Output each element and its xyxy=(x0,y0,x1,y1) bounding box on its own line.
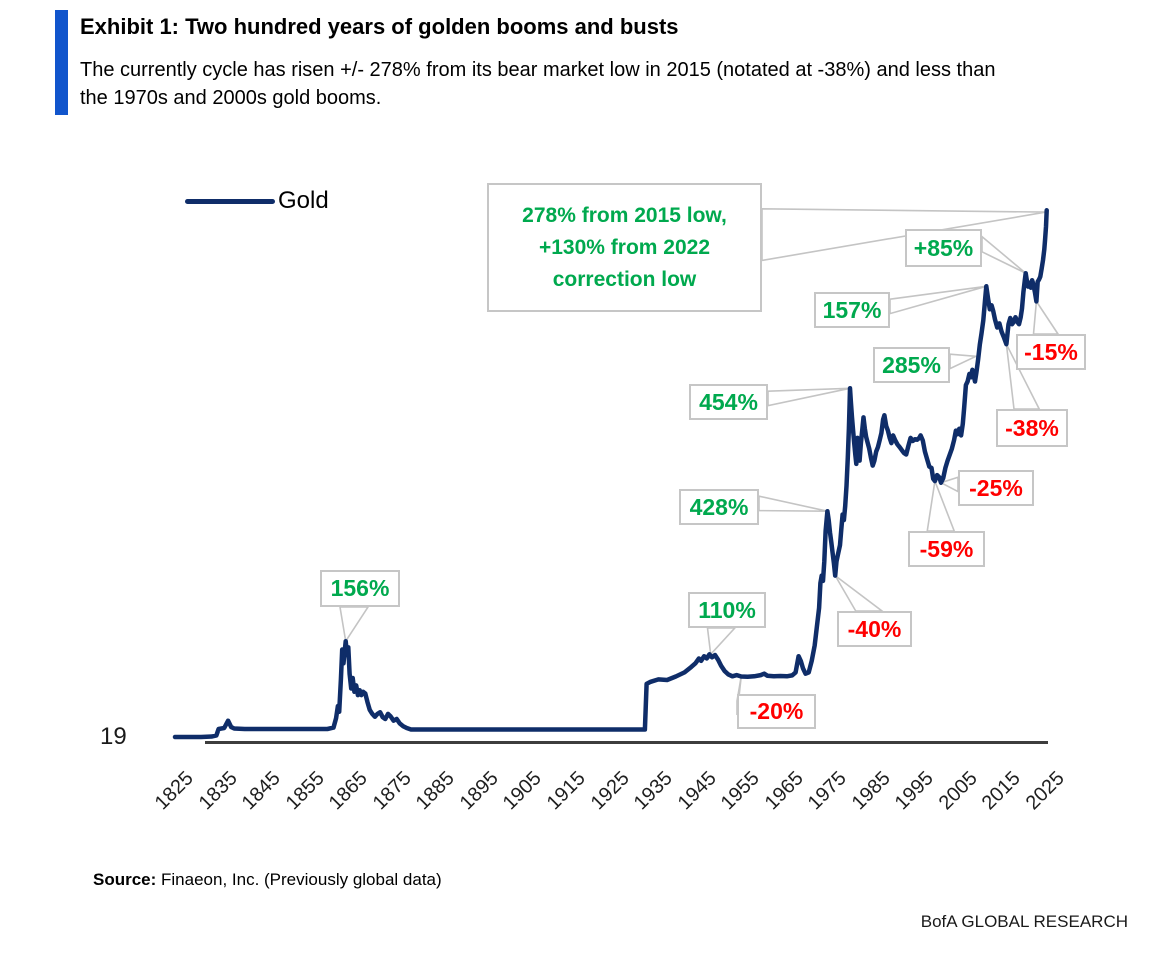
y-axis-base-label: 19 xyxy=(100,723,127,750)
callout-pointer--59% xyxy=(926,478,956,532)
callout-pointer-454% xyxy=(767,387,851,407)
annotation-428%: 428% xyxy=(679,489,759,525)
callout-pointer-428% xyxy=(758,495,828,512)
annotation-text: 454% xyxy=(699,388,758,415)
callout-pointer-+85% xyxy=(981,234,1027,274)
annotation-157%: 157% xyxy=(814,292,890,328)
subtitle-line-1: The currently cycle has risen +/- 278% f… xyxy=(80,59,996,81)
main-callout-box: 278% from 2015 low, +130% from 2022 correc… xyxy=(487,183,762,312)
annotation-text: 285% xyxy=(882,351,941,378)
annotation-text: -40% xyxy=(847,615,902,642)
annotation-text: 110% xyxy=(698,596,756,623)
annotation-156%: 156% xyxy=(320,570,400,607)
source-label: Source: xyxy=(93,870,157,889)
legend-line-swatch xyxy=(185,198,275,204)
callout-pointer-285% xyxy=(949,353,979,370)
exhibit-title: Exhibit 1: Two hundred years of golden b… xyxy=(80,14,679,39)
annotation-text: 278% from 2015 low, xyxy=(522,203,727,227)
annotation-text: -25% xyxy=(969,474,1023,501)
callout-pointer-main xyxy=(761,207,1046,262)
annotation-+85%: +85% xyxy=(905,229,982,267)
brand-footer: BofA GLOBAL RESEARCH xyxy=(920,912,1128,931)
annotation-text: -20% xyxy=(749,698,804,724)
gold-price-line xyxy=(172,208,1049,740)
annotation-text: -59% xyxy=(919,535,974,562)
annotation-454%: 454% xyxy=(689,384,768,420)
callout-pointers xyxy=(339,207,1060,716)
source-line: Source: Finaeon, Inc. (Previously global… xyxy=(93,870,442,890)
annotation--15%: -15% xyxy=(1016,334,1086,370)
annotation-text: 428% xyxy=(689,493,749,520)
source-text: Finaeon, Inc. (Previously global data) xyxy=(156,870,442,889)
annotation-text: correction low xyxy=(552,267,697,291)
annotation-110%: 110% xyxy=(688,592,766,628)
annotation--59%: -59% xyxy=(908,531,985,567)
annotation-text: 156% xyxy=(330,575,390,601)
annotation--38%: -38% xyxy=(996,409,1068,447)
annotation-text: -38% xyxy=(1005,414,1059,441)
callout-pointer-110% xyxy=(706,627,737,657)
annotation-text: +85% xyxy=(913,234,974,261)
legend: Gold xyxy=(185,186,329,216)
legend-label: Gold xyxy=(278,187,329,214)
annotation-text: -15% xyxy=(1024,338,1078,365)
callout-pointer-156% xyxy=(339,606,370,644)
annotation-text: 157% xyxy=(822,296,882,323)
callout-pointer-157% xyxy=(889,285,987,315)
annotation-text: +130% from 2022 xyxy=(538,235,711,259)
accent-bar xyxy=(55,10,68,115)
annotation--40%: -40% xyxy=(837,611,912,647)
callout-pointer--40% xyxy=(834,574,885,612)
annotation--25%: -25% xyxy=(958,470,1034,506)
annotation-285%: 285% xyxy=(873,347,950,383)
callout-pointer--15% xyxy=(1032,299,1060,335)
annotation--20%: -20% xyxy=(737,694,816,729)
exhibit-subtitle: The currently cycle has risen +/- 278% f… xyxy=(80,56,1150,112)
subtitle-line-2: the 1970s and 2000s gold booms. xyxy=(80,87,382,109)
